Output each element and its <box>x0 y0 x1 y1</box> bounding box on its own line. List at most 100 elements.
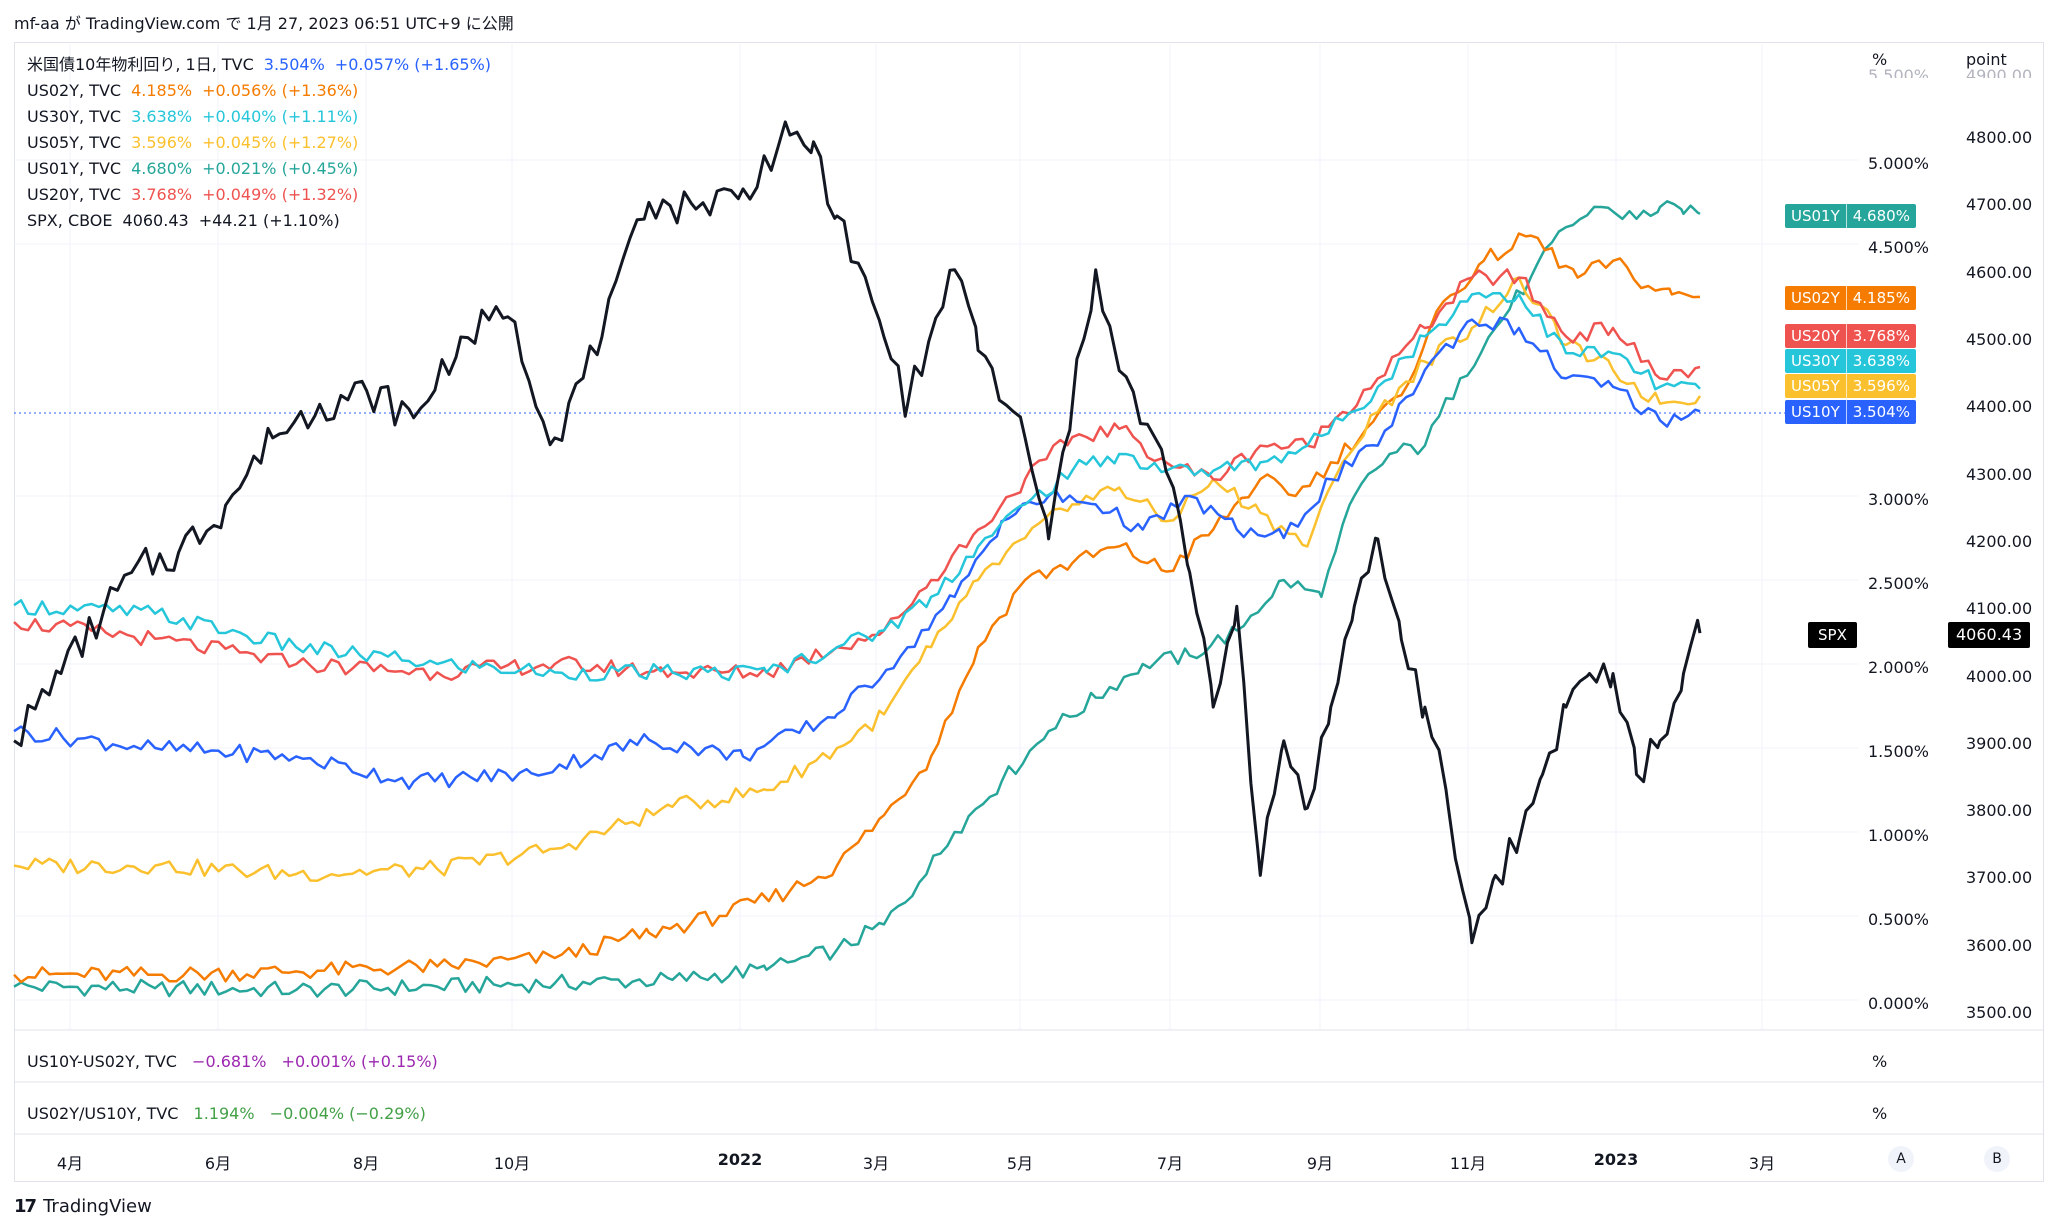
point-axis-unit: point <box>1966 50 2007 69</box>
grid-lines <box>14 44 2044 1135</box>
legend-change: +0.045% (+1.27%) <box>202 133 359 152</box>
publish-header: mf-aa が TradingView.com で 1月 27, 2023 06… <box>14 14 514 33</box>
legend-symbol: US02Y, TVC <box>27 81 122 100</box>
legend-value: 4060.43 <box>122 211 189 230</box>
legend-change: +0.021% (+0.45%) <box>202 159 359 178</box>
pct-tick-label: 0.000% <box>1868 994 1930 1013</box>
chart-frame[interactable] <box>14 42 2044 1182</box>
legend-row[interactable]: US05Y, TVC 3.596% +0.045% (+1.27%) <box>27 130 491 156</box>
point-tick-partial: 4900.00 <box>1966 66 2033 78</box>
series-lines <box>13 120 1702 998</box>
series-line-us10y <box>13 316 1701 790</box>
footer-brand[interactable]: 17 TradingView <box>14 1196 152 1217</box>
point-tick-label: 3500.00 <box>1966 1003 2033 1022</box>
price-tag-value: 3.768% <box>1852 327 1910 345</box>
pct-tick-label: 1.500% <box>1868 742 1930 761</box>
scale-b-button[interactable]: B <box>1984 1146 2010 1172</box>
x-tick-label: 2023 <box>1593 1150 1639 1169</box>
pct-tick-label: 0.500% <box>1868 910 1930 929</box>
point-tick-label: 4800.00 <box>1966 128 2033 148</box>
point-tick-label: 4600.00 <box>1966 262 2033 282</box>
sub-pane-unit: % <box>1872 1104 1888 1123</box>
x-tick-label: 6月 <box>204 1154 232 1173</box>
legend-change: +44.21 (+1.10%) <box>198 211 340 230</box>
point-tick-label: 4700.00 <box>1966 195 2033 215</box>
pct-tick-label: 3.000% <box>1868 490 1930 509</box>
legend-row[interactable]: SPX, CBOE 4060.43 +44.21 (+1.10%) <box>27 208 491 234</box>
price-tag-name: US20Y <box>1785 324 1847 348</box>
tradingview-logo-icon: 17 <box>14 1196 37 1217</box>
main-legend: 米国債10年物利回り, 1日, TVC 3.504% +0.057% (+1.65%… <box>27 52 491 234</box>
legend-symbol: US30Y, TVC <box>27 107 122 126</box>
legend-row[interactable]: US02Y, TVC 4.185% +0.056% (+1.36%) <box>27 78 491 104</box>
price-tag-name: US02Y <box>1785 286 1847 310</box>
price-tag-name: US01Y <box>1785 204 1847 228</box>
sub-pane-legend-spread: US10Y-US02Y, TVC −0.681% +0.001% (+0.15%… <box>27 1052 438 1071</box>
x-tick-label: 3月 <box>1748 1154 1776 1173</box>
sub-pane-unit: % <box>1872 1052 1888 1071</box>
legend-symbol: SPX, CBOE <box>27 211 113 230</box>
sub-pane-legend-ratio: US02Y/US10Y, TVC 1.194% −0.004% (−0.29%) <box>27 1104 426 1123</box>
legend-symbol: US01Y, TVC <box>27 159 122 178</box>
price-tag-name: US10Y <box>1785 400 1847 424</box>
price-tag-us05y: US05Y 3.596% <box>1785 374 1916 398</box>
auto-scale-button[interactable]: A <box>1888 1146 1914 1172</box>
spx-price-tag: 4060.43 <box>1948 622 2031 648</box>
price-tag-us30y: US30Y 3.638% <box>1785 349 1916 373</box>
sub-pane-change: −0.004% (−0.29%) <box>269 1104 426 1123</box>
x-tick-label: 9月 <box>1306 1154 1334 1173</box>
legend-change: +0.049% (+1.32%) <box>202 185 359 204</box>
legend-symbol: US05Y, TVC <box>27 133 122 152</box>
point-tick-label: 4400.00 <box>1966 397 2033 417</box>
pct-tick-label: 2.000% <box>1868 658 1930 677</box>
spx-name-tag: SPX <box>1808 622 1857 648</box>
price-tag-name: US30Y <box>1785 349 1847 373</box>
price-tag-value: 4.185% <box>1852 289 1910 307</box>
pct-tick-partial: 5.500% <box>1868 66 1930 78</box>
pct-axis-unit: % <box>1872 50 1888 69</box>
sub-pane-value: 1.194% <box>193 1104 255 1123</box>
legend-change: +0.040% (+1.11%) <box>202 107 359 126</box>
x-tick-label: 7月 <box>1156 1154 1184 1173</box>
legend-row[interactable]: US01Y, TVC 4.680% +0.021% (+0.45%) <box>27 156 491 182</box>
legend-change: +0.056% (+1.36%) <box>202 81 359 100</box>
point-tick-label: 3900.00 <box>1966 733 2033 753</box>
legend-value: 3.504% <box>263 55 325 74</box>
legend-row[interactable]: 米国債10年物利回り, 1日, TVC 3.504% +0.057% (+1.65%… <box>27 52 491 78</box>
pct-tick-label: 4.500% <box>1868 238 1930 257</box>
legend-value: 4.680% <box>131 159 193 178</box>
legend-value: 3.768% <box>131 185 193 204</box>
sub-pane-value: −0.681% <box>192 1052 267 1071</box>
series-line-us20y <box>13 268 1701 682</box>
pct-tick-label: 1.000% <box>1868 826 1930 845</box>
sub-pane-change: +0.001% (+0.15%) <box>281 1052 438 1071</box>
legend-symbol: US20Y, TVC <box>27 185 122 204</box>
series-line-spx <box>13 120 1702 945</box>
price-tag-name: US05Y <box>1785 374 1847 398</box>
pct-tick-label: 5.000% <box>1868 154 1930 173</box>
legend-value: 3.638% <box>131 107 193 126</box>
legend-value: 4.185% <box>131 81 193 100</box>
price-tag-value: 3.596% <box>1852 377 1910 395</box>
series-line-us30y <box>13 291 1701 682</box>
legend-row[interactable]: US30Y, TVC 3.638% +0.040% (+1.11%) <box>27 104 491 130</box>
legend-value: 3.596% <box>131 133 193 152</box>
x-tick-label: 2022 <box>717 1150 763 1169</box>
x-tick-label: 5月 <box>1006 1154 1034 1173</box>
point-tick-label: 3700.00 <box>1966 868 2033 888</box>
price-tag-us10y: US10Y 3.504% <box>1785 400 1916 424</box>
point-tick-label: 3800.00 <box>1966 801 2033 821</box>
point-tick-label: 3600.00 <box>1966 935 2033 955</box>
x-tick-label: 10月 <box>493 1154 531 1173</box>
point-tick-label: 4300.00 <box>1966 464 2033 484</box>
price-tag-value: 3.638% <box>1852 352 1910 370</box>
brand-name: TradingView <box>43 1196 152 1217</box>
point-tick-label: 4200.00 <box>1966 531 2033 551</box>
sub-pane-symbol: US02Y/US10Y, TVC <box>27 1104 179 1123</box>
point-tick-label: 4500.00 <box>1966 330 2033 349</box>
x-tick-label: 3月 <box>862 1154 890 1173</box>
legend-row[interactable]: US20Y, TVC 3.768% +0.049% (+1.32%) <box>27 182 491 208</box>
price-tag-value: 4.680% <box>1852 207 1910 225</box>
point-tick-label: 4000.00 <box>1966 666 2033 686</box>
